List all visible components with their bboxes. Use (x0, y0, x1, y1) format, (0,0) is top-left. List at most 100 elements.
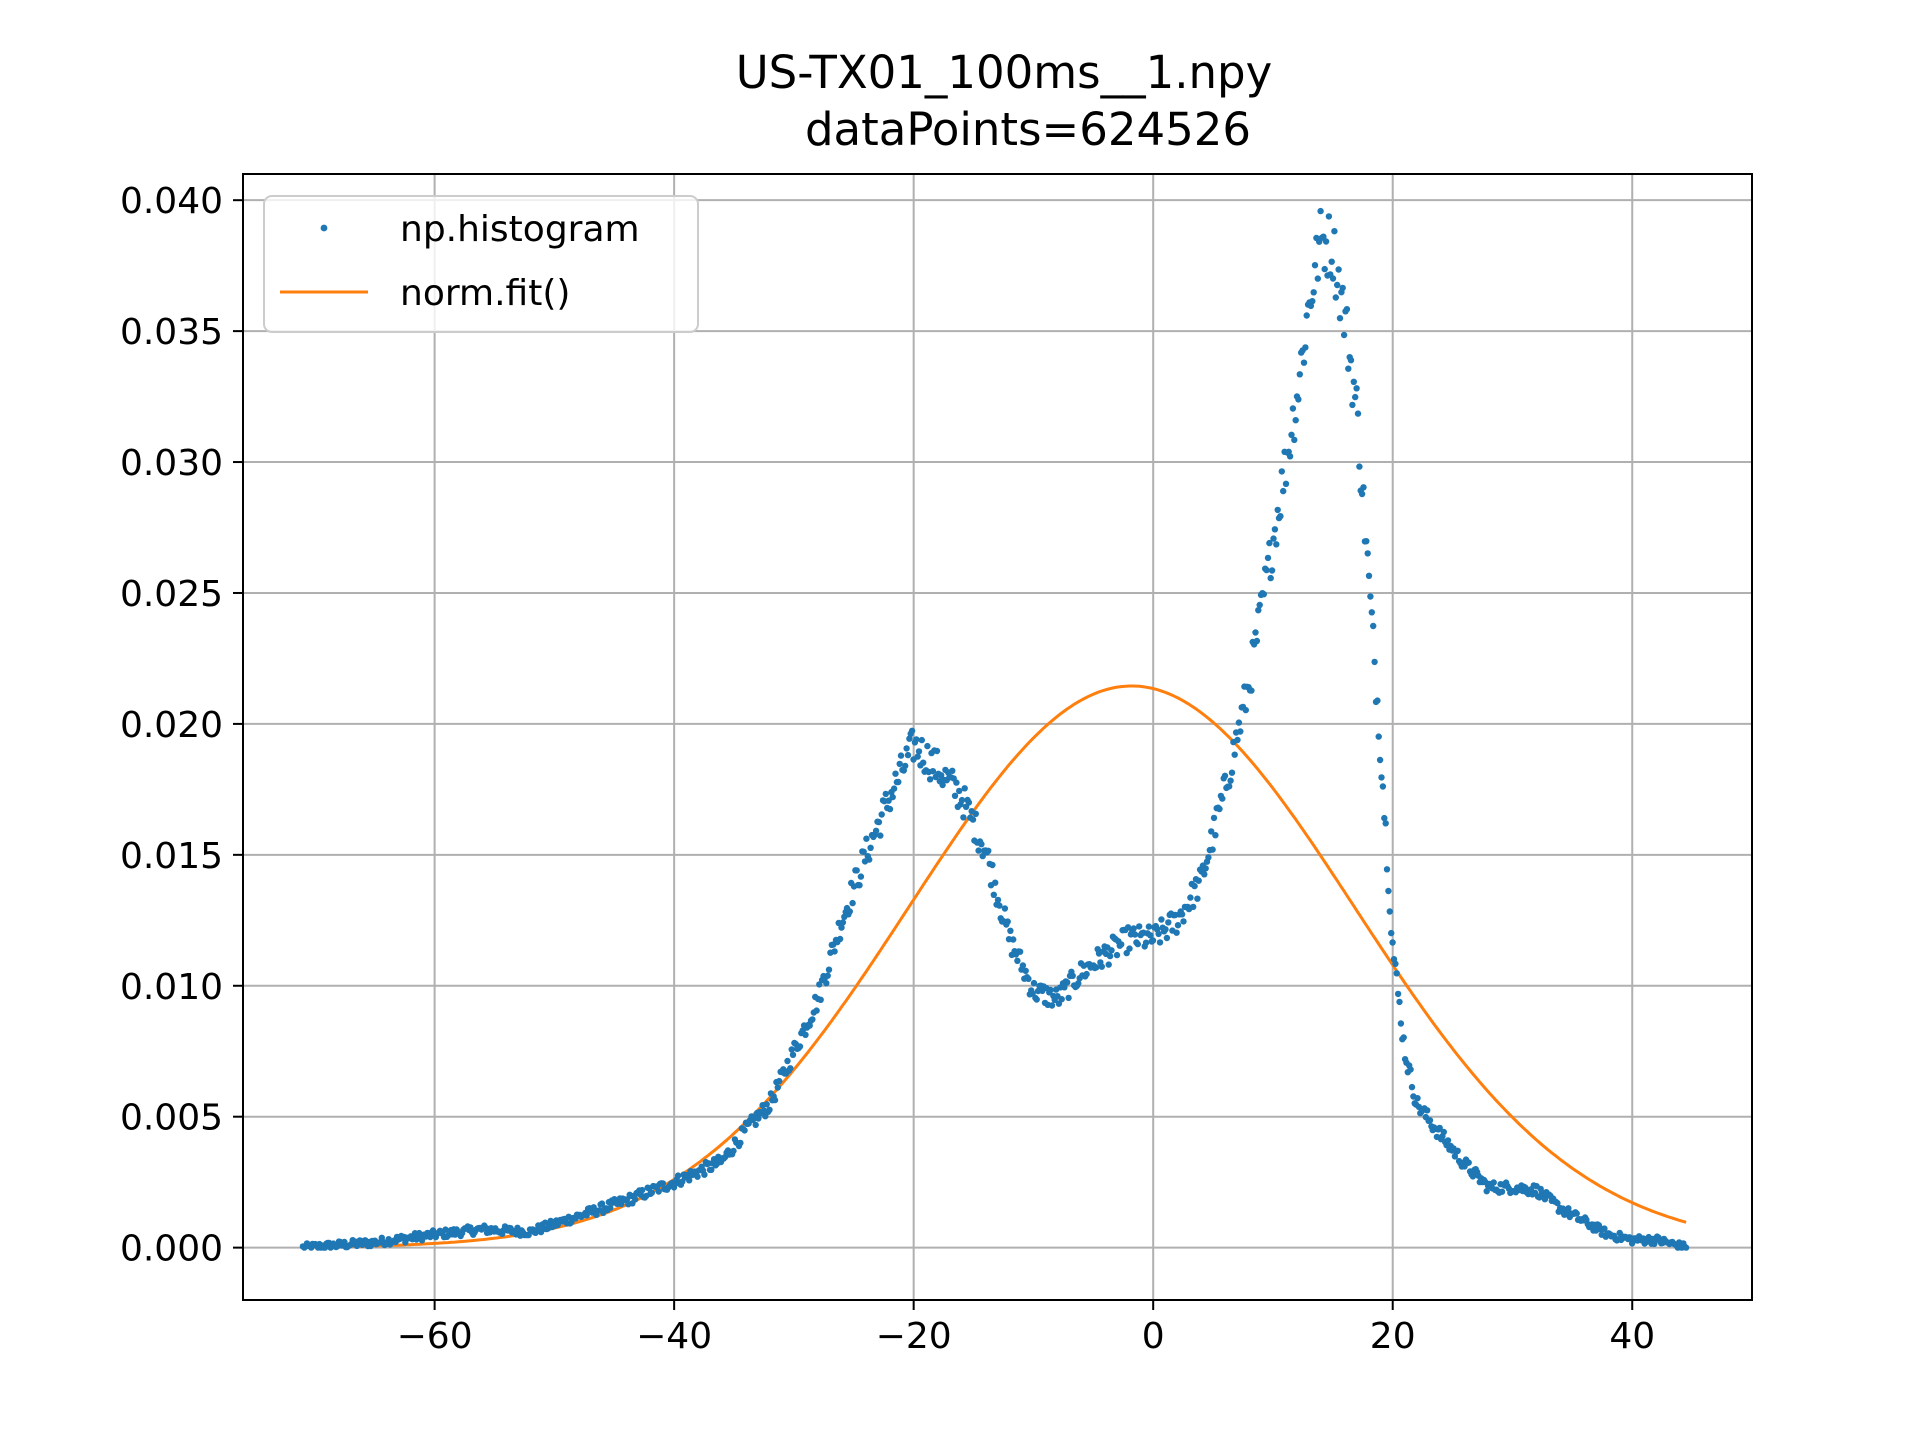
histogram-point (872, 827, 880, 834)
histogram-point (1302, 344, 1309, 351)
histogram-point (853, 867, 860, 874)
histogram-point (926, 776, 934, 783)
histogram-point (1379, 783, 1387, 790)
histogram-point (882, 790, 889, 798)
y-tick-label: 0.030 (120, 443, 223, 484)
y-tick-label: 0.015 (120, 836, 223, 877)
histogram-point (1209, 846, 1216, 853)
histogram-point (1195, 877, 1202, 884)
histogram-point (741, 1127, 748, 1134)
histogram-point (960, 814, 967, 821)
histogram-point (1314, 275, 1322, 282)
histogram-point (1155, 930, 1162, 938)
histogram-point (1440, 1128, 1448, 1136)
histogram-point (787, 1065, 794, 1072)
histogram-point (674, 1172, 682, 1179)
histogram-point (1253, 637, 1261, 645)
histogram-point (1682, 1244, 1690, 1251)
histogram-point (1014, 957, 1021, 964)
histogram-point (1329, 275, 1337, 282)
histogram-point (1291, 436, 1298, 444)
histogram-point (1332, 294, 1340, 301)
histogram-point (1010, 936, 1017, 943)
histogram-point (1126, 945, 1133, 952)
histogram-point (1389, 939, 1396, 946)
histogram-point (1237, 728, 1244, 735)
histogram-point (836, 935, 844, 943)
histogram-point (813, 1007, 820, 1014)
histogram-point (1295, 396, 1302, 403)
histogram-point (1382, 820, 1389, 827)
histogram-point (885, 797, 892, 804)
histogram-point (1163, 934, 1171, 942)
histogram-point (1278, 468, 1286, 475)
histogram-point (1030, 979, 1038, 987)
histogram-point (1322, 238, 1330, 245)
histogram-point (875, 818, 883, 826)
histogram-point (659, 1180, 667, 1187)
histogram-point (1400, 1034, 1407, 1041)
histogram-point (904, 751, 912, 759)
histogram-point (838, 924, 845, 931)
histogram-point (1180, 918, 1187, 925)
histogram-point (1407, 1066, 1414, 1073)
histogram-point (1158, 916, 1165, 923)
legend-box (263, 195, 699, 333)
histogram-point (1069, 972, 1076, 979)
histogram-point (1001, 905, 1009, 912)
histogram-point (1339, 284, 1346, 292)
histogram-point (877, 832, 884, 839)
histogram-point (895, 778, 902, 786)
histogram-point (1201, 871, 1208, 878)
histogram-point (866, 856, 873, 863)
histogram-point (1349, 401, 1356, 409)
histogram-point (903, 745, 910, 752)
histogram-point (1194, 895, 1201, 902)
histogram-point (831, 948, 838, 955)
histogram-point (1228, 769, 1236, 776)
histogram-point (1363, 538, 1370, 545)
y-tick-label: 0.020 (120, 705, 223, 746)
histogram-point (1235, 719, 1243, 726)
histogram-point (1386, 908, 1394, 915)
x-axis: −60 −40 −20 0 20 40 (397, 1300, 1655, 1357)
histogram-point (1350, 378, 1358, 385)
histogram-point (979, 852, 986, 860)
histogram-point (1465, 1159, 1472, 1166)
histogram-point (776, 1077, 783, 1085)
histogram-point (863, 835, 870, 842)
histogram-point (1343, 306, 1351, 313)
histogram-point (1134, 940, 1142, 948)
histogram-point (1356, 463, 1363, 470)
histogram-point (632, 1196, 639, 1203)
histogram-point (990, 891, 997, 898)
histogram-point (1522, 1184, 1529, 1192)
histogram-point (913, 736, 920, 743)
histogram-point (525, 1231, 532, 1239)
histogram-point (956, 787, 963, 795)
histogram-point (1136, 923, 1143, 930)
histogram-point (1383, 866, 1391, 873)
histogram-point (789, 1051, 797, 1059)
histogram-point (638, 1186, 646, 1194)
histogram-point (737, 1139, 744, 1147)
histogram-point (1048, 1002, 1056, 1009)
histogram-point (890, 785, 898, 792)
histogram-point (1113, 951, 1121, 959)
legend-label-norm-fit: norm.fit() (400, 273, 570, 314)
histogram-point (771, 1096, 779, 1104)
grid (243, 174, 1752, 1300)
y-axis: 0.000 0.005 0.010 0.015 0.020 0.025 0.030 0.035… (120, 181, 243, 1270)
x-tick-label: −40 (636, 1316, 712, 1357)
histogram-point (1271, 526, 1279, 533)
plot-frame (242, 173, 1753, 1301)
histogram-point (1340, 331, 1348, 339)
histogram-point (924, 742, 931, 750)
histogram-point (965, 799, 973, 806)
histogram-point (1325, 213, 1333, 220)
histogram-point (1212, 832, 1219, 839)
histogram-point (1444, 1137, 1452, 1144)
histogram-point (1282, 480, 1290, 487)
legend-marker-np-histogram (320, 224, 328, 232)
histogram-point (708, 1166, 715, 1174)
